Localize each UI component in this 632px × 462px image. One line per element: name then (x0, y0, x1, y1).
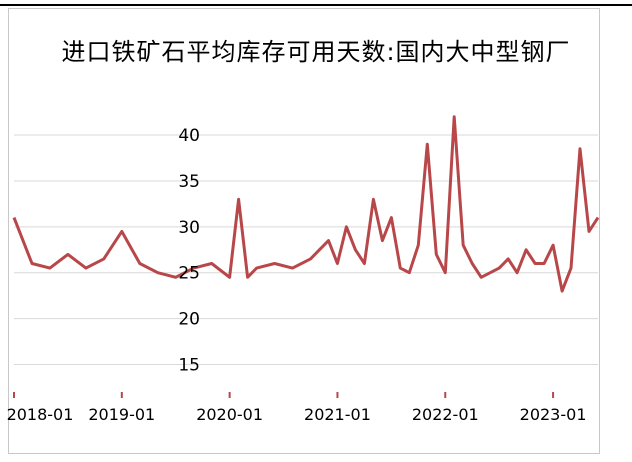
x-tick-label: 2019-01 (88, 405, 155, 424)
x-tick-label: 2023-01 (520, 405, 587, 424)
series-line-0 (12, 115, 600, 293)
x-tick-label: 2021-01 (304, 405, 371, 424)
x-tick-label: 2020-01 (196, 405, 263, 424)
x-tick-label: 2018-01 (7, 405, 74, 424)
chart-title: 进口铁矿石平均库存可用天数:国内大中型钢厂 (61, 38, 571, 66)
x-tick-label: 2022-01 (412, 405, 479, 424)
y-tick-label: 30 (178, 218, 200, 238)
y-tick-label: 15 (178, 355, 200, 375)
y-tick-label: 40 (178, 126, 200, 146)
chart-frame (8, 8, 600, 454)
y-tick-label: 25 (178, 264, 200, 284)
y-tick-label: 20 (178, 310, 200, 330)
y-tick-label: 35 (178, 172, 200, 192)
top-border-line (0, 4, 632, 6)
